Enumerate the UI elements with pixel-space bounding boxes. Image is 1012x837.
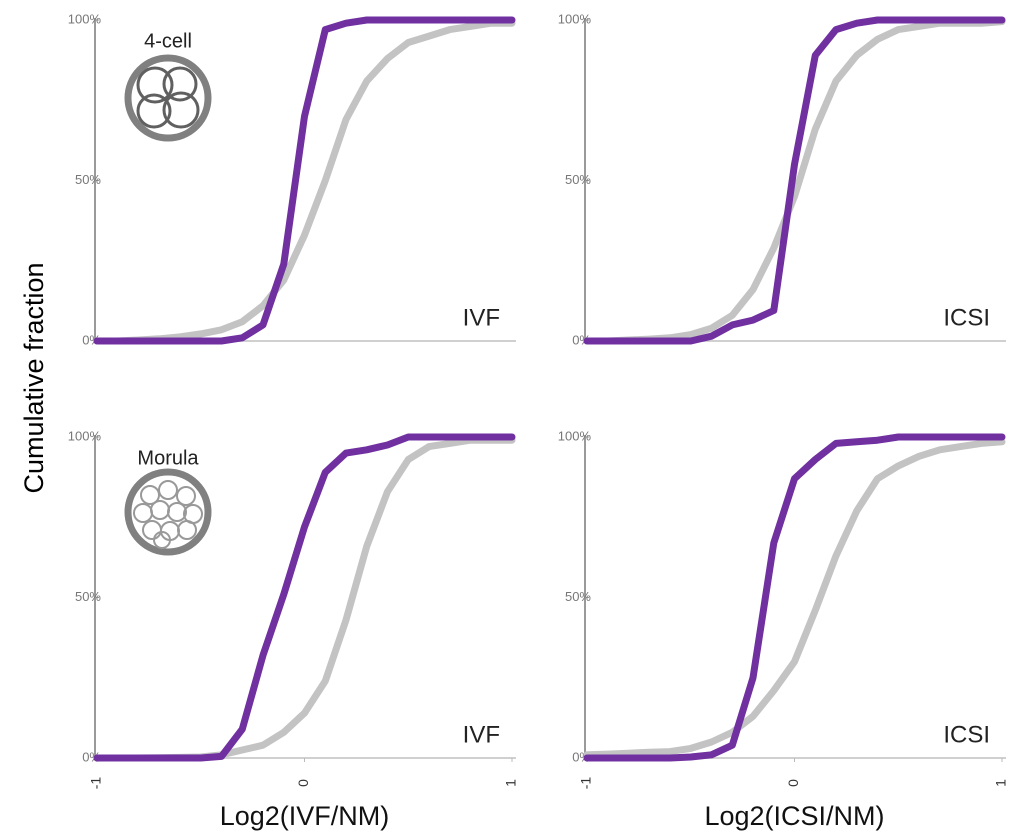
series-line [583, 438, 1006, 759]
y-tick-label: 100% [558, 11, 592, 26]
x-tick-label: -1 [88, 777, 104, 790]
panel-label: ICSI [943, 304, 990, 331]
x-tick-label: -1 [578, 777, 594, 790]
x-tick-label: 1 [503, 779, 519, 787]
y-axis-title: Cumulative fraction [19, 262, 49, 493]
y-tick-label: 100% [558, 428, 592, 443]
panel-label: IVF [463, 304, 500, 331]
icon-4-cell [124, 54, 212, 142]
y-tick-label: 50% [75, 589, 101, 604]
stage-label: Morula [137, 447, 199, 469]
series-line [93, 433, 516, 762]
y-tick-label: 100% [68, 428, 102, 443]
y-tick-label: 100% [68, 11, 102, 26]
icon-morula [124, 468, 212, 556]
x-tick-label: 0 [785, 779, 801, 787]
y-tick-label: 50% [75, 172, 101, 187]
x-axis-title: Log2(ICSI/NM) [704, 801, 884, 831]
series-line [583, 16, 1006, 345]
x-axis-title: Log2(IVF/NM) [220, 801, 390, 831]
series-line [93, 19, 516, 345]
y-tick-label: 50% [565, 172, 591, 187]
series-line [583, 433, 1006, 762]
series-line [93, 16, 516, 345]
x-tick-label: 0 [295, 779, 311, 787]
y-tick-label: 50% [565, 589, 591, 604]
panel-label: ICSI [943, 721, 990, 748]
x-tick-label: 1 [993, 779, 1009, 787]
stage-label: 4-cell [144, 30, 192, 52]
panel-label: IVF [463, 721, 500, 748]
